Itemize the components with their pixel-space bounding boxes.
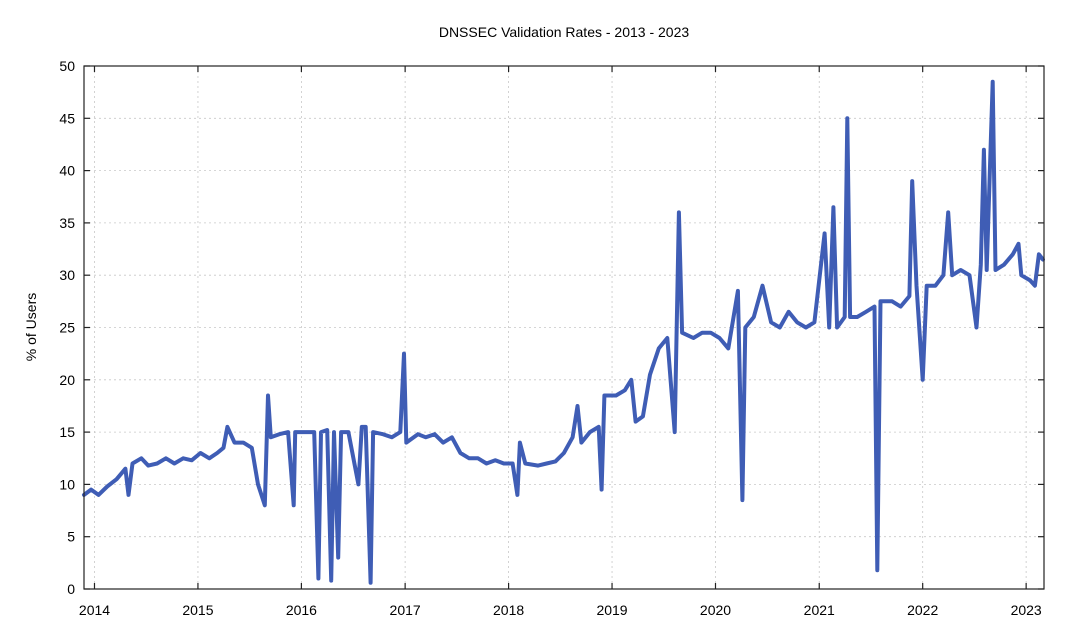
x-tick-label: 2017	[390, 602, 421, 618]
y-tick-label: 25	[59, 320, 75, 336]
y-tick-labels: 0 5 10 15 20 25 30 35 40 45 50	[59, 58, 75, 597]
x-tick-label: 2018	[493, 602, 524, 618]
y-tick-label: 30	[59, 267, 75, 283]
y-tick-label: 50	[59, 58, 75, 74]
x-tick-label: 2022	[907, 602, 938, 618]
x-tick-label: 2021	[804, 602, 835, 618]
y-tick-label: 15	[59, 424, 75, 440]
series-line	[82, 79, 1045, 585]
gridlines	[84, 66, 1044, 589]
x-tick-label: 2014	[79, 602, 110, 618]
ticks	[84, 65, 1044, 590]
x-tick-label: 2023	[1011, 602, 1042, 618]
y-tick-label: 5	[67, 529, 75, 545]
y-tick-label: 35	[59, 215, 75, 231]
series-group	[82, 79, 1045, 585]
x-tick-label: 2016	[286, 602, 317, 618]
x-tick-labels: 2014 2015 2016 2017 2018 2019 2020 2021 2022 2023	[79, 602, 1042, 618]
y-tick-label: 10	[59, 476, 75, 492]
y-tick-label: 0	[67, 581, 75, 597]
y-tick-label: 40	[59, 163, 75, 179]
chart-title: DNSSEC Validation Rates - 2013 - 2023	[439, 24, 690, 40]
x-tick-label: 2020	[700, 602, 731, 618]
y-axis-label: % of Users	[23, 293, 39, 361]
x-tick-label: 2015	[182, 602, 213, 618]
x-tick-label: 2019	[596, 602, 627, 618]
y-tick-label: 20	[59, 372, 75, 388]
y-tick-label: 45	[59, 110, 75, 126]
